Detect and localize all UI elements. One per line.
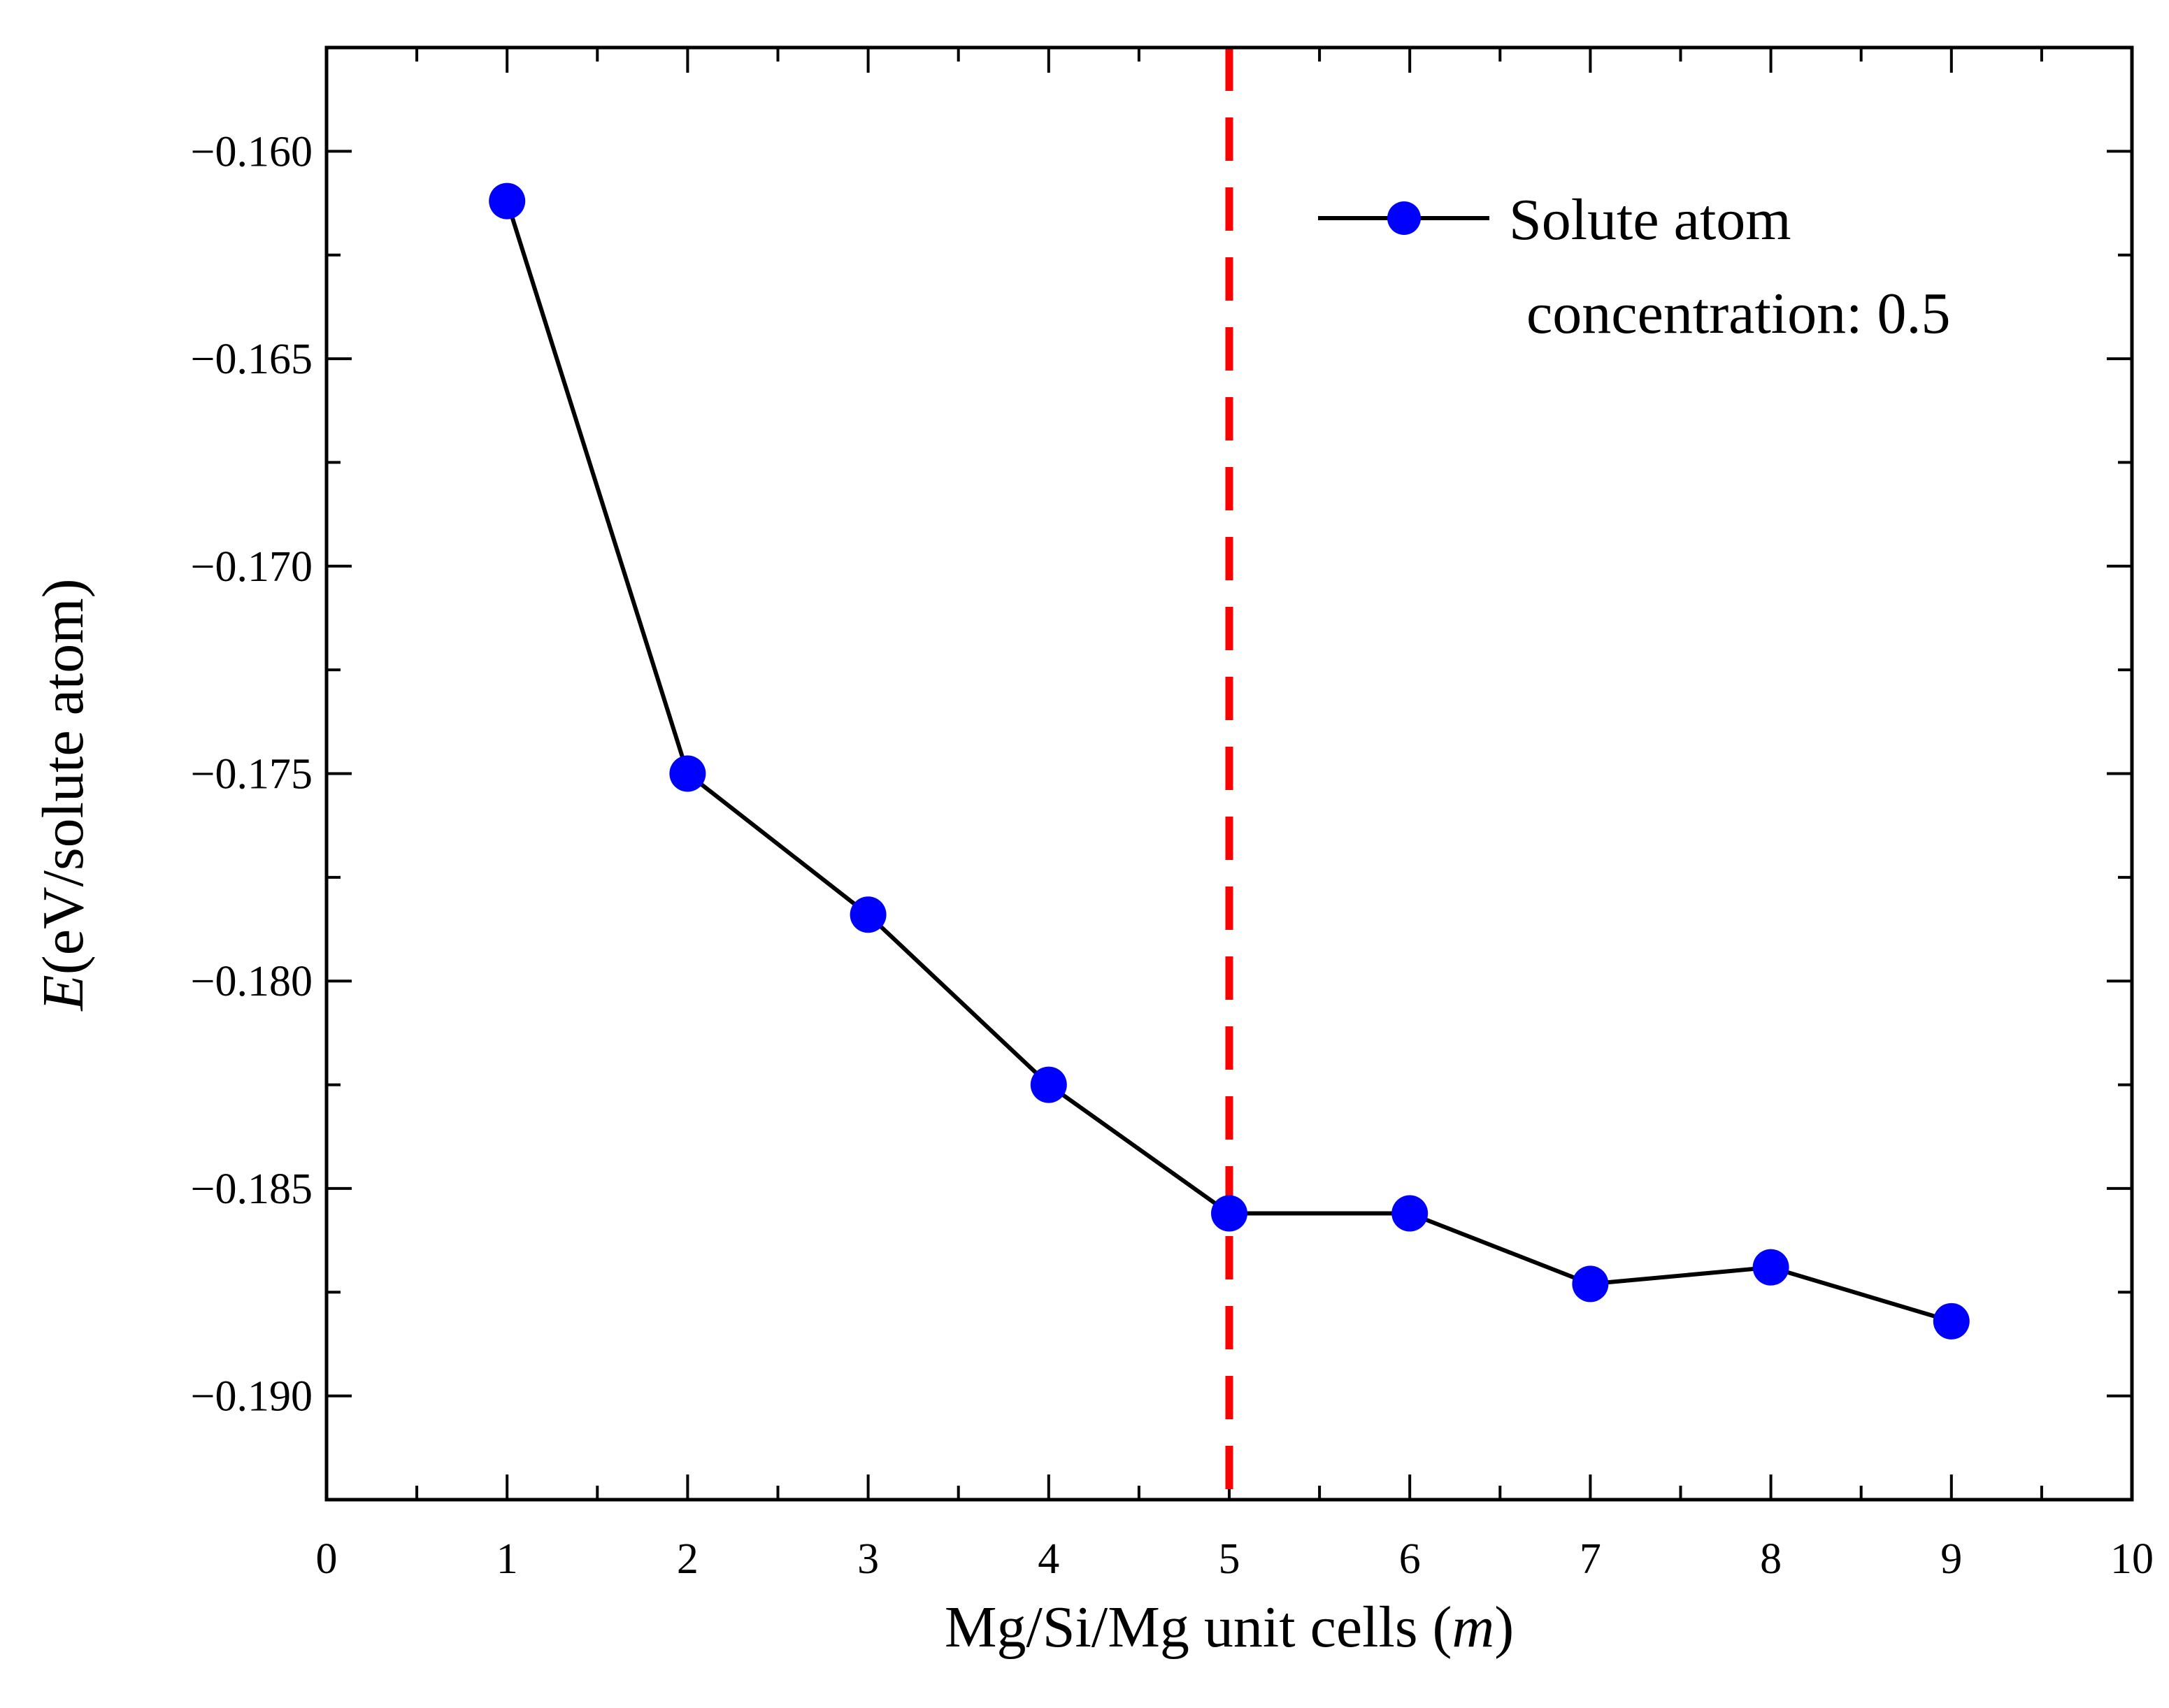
- x-tick-label: 1: [496, 1535, 518, 1583]
- x-tick-label: 3: [857, 1535, 879, 1583]
- x-axis-title-var: m: [1452, 1595, 1495, 1660]
- tick-layer: [325, 48, 2133, 1500]
- x-tick-label: 0: [316, 1535, 338, 1583]
- y-tick-label: −0.185: [191, 1165, 313, 1213]
- plot-frame: [324, 45, 2134, 1502]
- x-tick-label: 2: [677, 1535, 699, 1583]
- x-tick-label: 5: [1219, 1535, 1240, 1583]
- series-layer: [489, 182, 1970, 1340]
- y-tick-label: −0.160: [191, 128, 313, 175]
- y-tick-label: −0.175: [191, 751, 313, 798]
- data-point: [1933, 1302, 1970, 1340]
- x-tick-label: 4: [1038, 1535, 1059, 1583]
- data-point: [850, 896, 887, 933]
- legend: Solute atom concentration: 0.5: [1318, 187, 1950, 346]
- y-tick-label: −0.170: [191, 543, 313, 591]
- y-tick-label: −0.190: [191, 1373, 313, 1421]
- y-tick-label: −0.180: [191, 958, 313, 1005]
- data-point: [1030, 1066, 1067, 1103]
- y-tick-label: −0.165: [191, 336, 313, 383]
- x-axis-title-main: Mg/Si/Mg unit cells (: [945, 1595, 1452, 1660]
- legend-marker-sample: [1387, 201, 1421, 235]
- x-tick-label: 7: [1580, 1535, 1601, 1583]
- x-axis-title-close: ): [1494, 1595, 1514, 1660]
- data-point: [669, 755, 706, 792]
- data-point: [1752, 1249, 1789, 1286]
- x-tick-label: 9: [1940, 1535, 1962, 1583]
- data-point: [1391, 1195, 1429, 1232]
- tick-label-layer: 0 1 2 3 4 5 6 7 8 9 10 −0.160 −0.165 −0.170 −0.175 −0.1…: [191, 128, 2154, 1583]
- data-point: [1572, 1265, 1609, 1302]
- data-point: [489, 182, 526, 220]
- data-point: [1211, 1195, 1247, 1232]
- legend-label-line1: Solute atom: [1509, 187, 1791, 252]
- x-tick-label: 6: [1399, 1535, 1421, 1583]
- y-axis-title-var: E: [31, 975, 96, 1011]
- x-tick-label: 10: [2110, 1535, 2154, 1583]
- x-tick-label: 8: [1760, 1535, 1782, 1583]
- y-axis-title: E(eV/solute atom): [31, 578, 96, 1011]
- legend-label-line2: concentration: 0.5: [1526, 281, 1950, 346]
- x-axis-title: Mg/Si/Mg unit cells (m): [945, 1595, 1514, 1660]
- y-axis-title-rest: (eV/solute atom): [31, 578, 96, 975]
